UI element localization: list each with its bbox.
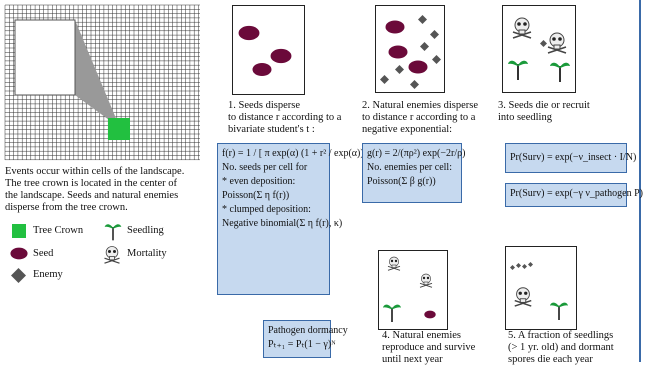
formula-box: g(r) = 2/(πρ²) exp(−2r/ρ) No. enemies per… bbox=[362, 143, 466, 203]
legend-icon bbox=[10, 247, 28, 260]
legend-icon bbox=[104, 224, 122, 241]
text-line: No. enemies per cell: bbox=[367, 162, 452, 173]
step-caption: 4. Natural enemies reproduce and survive u… bbox=[382, 330, 475, 366]
zoom-cell bbox=[14, 19, 76, 96]
text-line: Events occur within cells of the landsca… bbox=[5, 166, 185, 177]
text-line: to distance r according to a bbox=[362, 112, 476, 123]
panel-4 bbox=[378, 250, 448, 330]
text-line: to distance r according to a bbox=[228, 112, 342, 123]
legend-label: Seedling bbox=[127, 225, 164, 236]
text-line: negative exponential: bbox=[362, 124, 453, 135]
formula-box: Pr(Surv) = exp(−ν_insect · I/N) bbox=[505, 143, 637, 173]
text-line: disperse from the tree crown. bbox=[5, 202, 128, 213]
text-line: spores die each year bbox=[508, 354, 593, 365]
text-line: 4. Natural enemies bbox=[382, 330, 462, 341]
text-line: reproduce and survive bbox=[382, 342, 476, 353]
text-line: Pr(Surv) = exp(−γ ν_pathogen P) bbox=[510, 188, 643, 199]
legend-label: Seed bbox=[33, 248, 54, 259]
text-line: Pr(Surv) = exp(−ν_insect · I/N) bbox=[510, 152, 637, 163]
panel-1 bbox=[232, 5, 305, 95]
panel-3 bbox=[502, 5, 576, 93]
step-caption: 5. A fraction of seedlings (> 1 yr. old) … bbox=[508, 330, 614, 366]
legend-icon bbox=[12, 224, 26, 238]
text-line: into seedling bbox=[498, 112, 552, 123]
zoom-wedge bbox=[75, 20, 120, 128]
legend-icon bbox=[103, 245, 121, 264]
text-line: g(r) = 2/(πρ²) exp(−2r/ρ) bbox=[367, 148, 466, 159]
formula-box: f(r) = 1 / [ π exp(α) (1 + r² / exp(α))²… bbox=[217, 143, 373, 295]
text-line: 1. Seeds disperse bbox=[228, 100, 301, 111]
text-line: 2. Natural enemies disperse bbox=[362, 100, 479, 111]
pathogen-title: Pathogen dormancy bbox=[268, 325, 348, 336]
text-line: until next year bbox=[382, 354, 443, 365]
panel-5 bbox=[505, 246, 577, 330]
pathogen-formula: Pₜ₊₁ = Pₜ(1 − γ)ᴺ bbox=[268, 339, 336, 350]
legend-icon bbox=[11, 268, 26, 283]
text-line: bivariate student's t : bbox=[228, 124, 315, 135]
legend-label: Mortality bbox=[127, 248, 167, 259]
panel-2 bbox=[375, 5, 445, 93]
text-line: * even deposition: bbox=[222, 176, 296, 187]
tree-crown-cell bbox=[108, 118, 130, 140]
text-line: 5. A fraction of seedlings bbox=[508, 330, 614, 341]
legend-label: Enemy bbox=[33, 269, 63, 280]
step-caption: 1. Seeds disperse to distance r according… bbox=[228, 100, 341, 136]
text-line: f(r) = 1 / [ π exp(α) (1 + r² / exp(α))²… bbox=[222, 148, 373, 159]
step-caption: 2. Natural enemies disperse to distance r… bbox=[362, 100, 478, 136]
text-line: 3. Seeds die or recruit bbox=[498, 100, 590, 111]
text-line: (> 1 yr. old) and dormant bbox=[508, 342, 614, 353]
text-line: No. seeds per cell for bbox=[222, 162, 308, 173]
text-line: Poisson(Σ β g(r)) bbox=[367, 176, 436, 187]
text-line: * clumped deposition: bbox=[222, 204, 311, 215]
text-line: The tree crown is located in the center … bbox=[5, 178, 178, 189]
step-caption: 3. Seeds die or recruit into seedling bbox=[498, 100, 590, 124]
pathogen-box: Pathogen dormancy Pₜ₊₁ = Pₜ(1 − γ)ᴺ bbox=[263, 320, 348, 358]
landscape-caption: Events occur within cells of the landsca… bbox=[5, 166, 184, 214]
text-line: the landscape. Seeds and natural enemies bbox=[5, 190, 179, 201]
text-line: Poisson(Σ η f(r)) bbox=[222, 190, 290, 201]
formula-box: Pr(Surv) = exp(−γ ν_pathogen P) bbox=[505, 183, 643, 207]
legend-label: Tree Crown bbox=[33, 225, 84, 236]
text-line: Negative binomial(Σ η f(r), κ) bbox=[222, 218, 343, 229]
